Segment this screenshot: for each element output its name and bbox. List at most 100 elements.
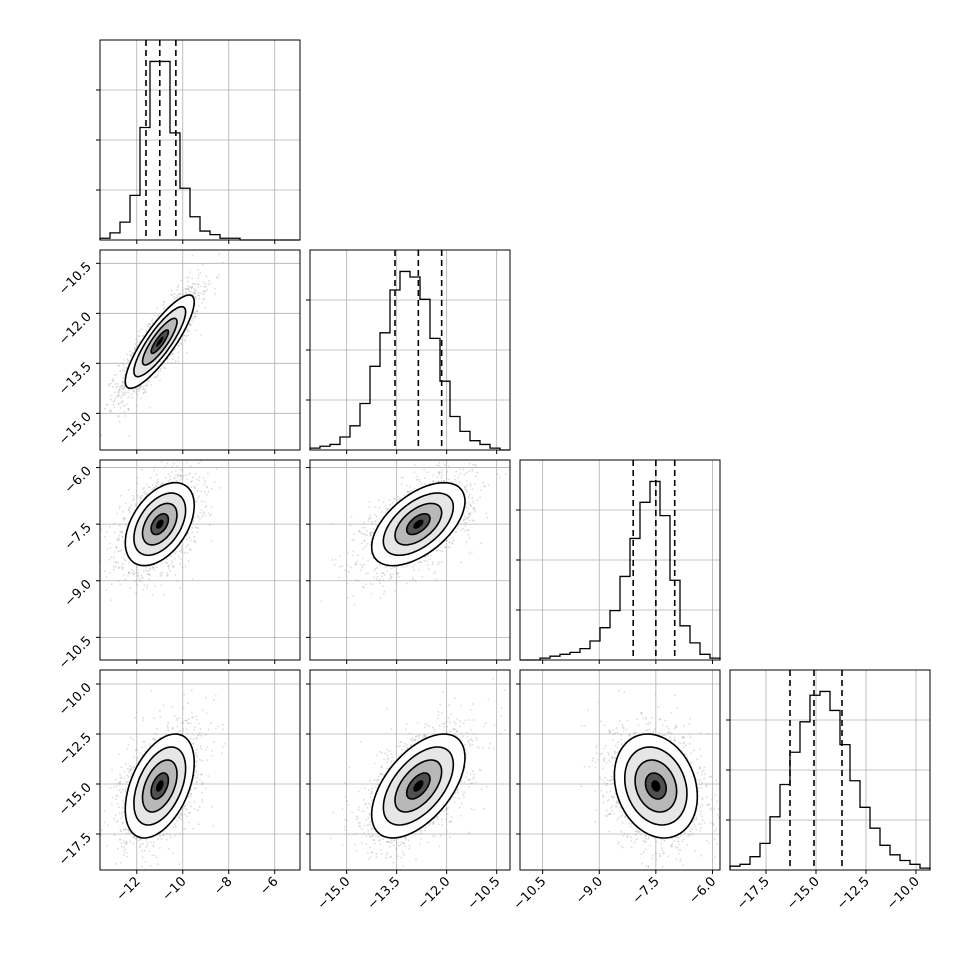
sample-point	[203, 477, 205, 479]
sample-point	[197, 497, 199, 499]
sample-point	[429, 482, 431, 484]
sample-point	[187, 335, 189, 337]
sample-point	[119, 525, 121, 527]
sample-point	[197, 269, 199, 271]
sample-point	[471, 551, 473, 553]
sample-point	[109, 543, 111, 545]
sample-point	[123, 519, 125, 521]
sample-point	[136, 405, 138, 407]
sample-point	[374, 569, 376, 571]
sample-point	[389, 573, 391, 575]
sample-point	[136, 490, 138, 492]
sample-point	[156, 566, 158, 568]
sample-point	[197, 515, 199, 517]
sample-point	[363, 522, 365, 524]
sample-point	[204, 491, 206, 493]
sample-point	[166, 456, 168, 458]
sample-point	[397, 572, 399, 574]
sample-point	[479, 496, 481, 498]
sample-point	[122, 381, 124, 383]
sample-point	[427, 564, 429, 566]
sample-point	[121, 536, 123, 538]
sample-point	[110, 556, 112, 558]
sample-point	[200, 490, 202, 492]
sample-point	[376, 578, 378, 580]
sample-point	[133, 573, 135, 575]
sample-point	[118, 365, 120, 367]
sample-point	[364, 527, 366, 529]
sample-point	[127, 403, 129, 405]
sample-point	[171, 471, 173, 473]
sample-point	[133, 498, 135, 500]
sample-point	[339, 566, 341, 568]
sample-point	[134, 347, 136, 349]
sample-point	[488, 484, 490, 486]
sample-point	[119, 583, 121, 585]
sample-point	[167, 574, 169, 576]
sample-point	[177, 361, 179, 363]
sample-point	[95, 444, 97, 446]
sample-point	[203, 281, 205, 283]
sample-point	[206, 289, 208, 291]
sample-point	[347, 552, 349, 554]
sample-point	[145, 388, 147, 390]
sample-point	[165, 477, 167, 479]
sample-point	[95, 548, 97, 550]
sample-point	[123, 574, 125, 576]
sample-point	[377, 576, 379, 578]
sample-point	[197, 283, 199, 285]
sample-point	[205, 286, 207, 288]
sample-point	[140, 498, 142, 500]
sample-point	[142, 488, 144, 490]
sample-point	[194, 517, 196, 519]
sample-point	[466, 506, 468, 508]
sample-point	[150, 477, 152, 479]
sample-point	[435, 571, 437, 573]
sample-point	[419, 479, 421, 481]
sample-point	[123, 558, 125, 560]
sample-point	[454, 475, 456, 477]
sample-point	[135, 592, 137, 594]
sample-point	[124, 517, 126, 519]
y-tick-label: −10.5	[56, 260, 95, 299]
sample-point	[453, 451, 455, 453]
sample-point	[369, 514, 371, 516]
sample-point	[106, 404, 108, 406]
sample-point	[472, 500, 474, 502]
sample-point	[128, 489, 130, 491]
sample-point	[199, 272, 201, 274]
sample-point	[127, 575, 129, 577]
sample-point	[437, 563, 439, 565]
sample-point	[427, 472, 429, 474]
sample-point	[204, 501, 206, 503]
sample-point	[348, 571, 350, 573]
sample-point	[208, 283, 210, 285]
sample-point	[204, 307, 206, 309]
sample-point	[362, 548, 364, 550]
sample-point	[464, 516, 466, 518]
sample-point	[106, 548, 108, 550]
sample-point	[367, 560, 369, 562]
sample-point	[191, 532, 193, 534]
sample-point	[413, 569, 415, 571]
sample-point	[385, 508, 387, 510]
sample-point	[129, 396, 131, 398]
sample-point	[173, 463, 175, 465]
sample-point	[160, 370, 162, 372]
sample-point	[155, 376, 157, 378]
sample-point	[382, 585, 384, 587]
sample-point	[392, 502, 394, 504]
sample-point	[421, 576, 423, 578]
sample-point	[128, 561, 130, 563]
sample-point	[197, 490, 199, 492]
sample-point	[189, 472, 191, 474]
sample-point	[414, 488, 416, 490]
sample-point	[120, 407, 122, 409]
sample-point	[110, 599, 112, 601]
sample-point	[183, 475, 185, 477]
sample-point	[201, 509, 203, 511]
sample-point	[429, 558, 431, 560]
sample-point	[216, 276, 218, 278]
sample-point	[174, 298, 176, 300]
sample-point	[110, 383, 112, 385]
